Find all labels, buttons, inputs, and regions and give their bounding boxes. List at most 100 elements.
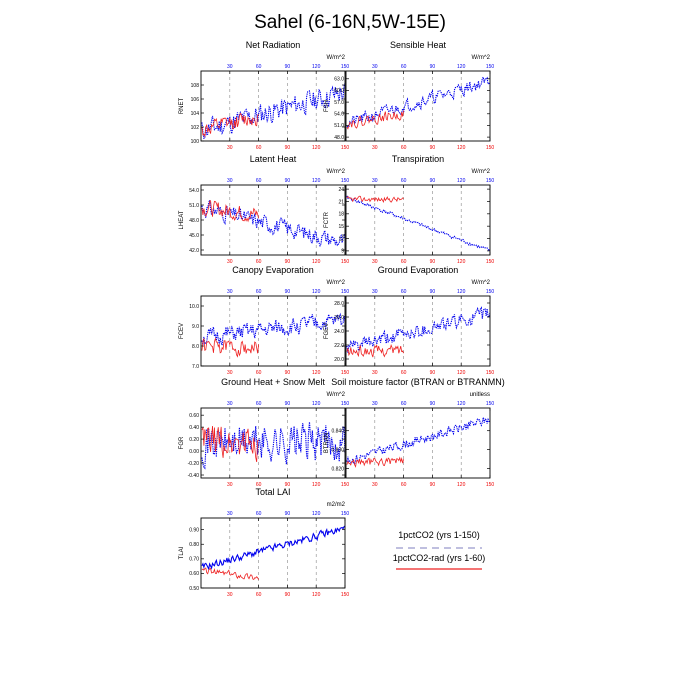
- x-tick-label-top: 30: [227, 511, 233, 517]
- x-tick-label-bottom: 60: [401, 145, 407, 151]
- y-tick-label: 12: [338, 236, 344, 242]
- red-series-line: [346, 343, 404, 358]
- x-tick-label-top: 60: [256, 511, 262, 517]
- y-tick-label: 51.0: [189, 203, 199, 209]
- y-tick-label: 7.0: [192, 364, 199, 370]
- x-tick-label-top: 30: [227, 401, 233, 407]
- x-tick-label-top: 90: [285, 289, 291, 295]
- blue-series-line: [346, 75, 490, 128]
- x-tick-label-bottom: 150: [341, 370, 350, 376]
- x-tick-label-top: 60: [401, 178, 407, 184]
- y-axis-label: RNET: [179, 98, 185, 115]
- y-tick-label: 0.40: [189, 425, 199, 431]
- x-tick-label-bottom: 90: [285, 592, 291, 598]
- x-tick-label-top: 150: [486, 64, 495, 70]
- x-tick-label-top: 120: [312, 64, 321, 70]
- blue-series-line: [346, 417, 490, 465]
- x-tick-label-top: 120: [457, 289, 466, 295]
- panel-btran: Soil moisture factor (BTRAN or BTRANMN) u…: [324, 377, 505, 488]
- x-tick-label-top: 150: [341, 64, 350, 70]
- y-axis-label: FCEV: [179, 323, 185, 339]
- plot-frame: [200, 407, 346, 479]
- x-tick-label-bottom: 120: [312, 145, 321, 151]
- plot-frame: [200, 295, 346, 367]
- x-tick-label-top: 120: [312, 289, 321, 295]
- x-tick-label-bottom: 30: [227, 145, 233, 151]
- x-tick-label-bottom: 150: [486, 145, 495, 151]
- panel-title: Net Radiation: [246, 40, 301, 50]
- x-tick-label-top: 150: [486, 401, 495, 407]
- red-series-line: [201, 112, 259, 138]
- x-tick-label-bottom: 60: [401, 482, 407, 488]
- y-tick-label: 22.0: [334, 343, 344, 349]
- x-tick-label-bottom: 150: [341, 482, 350, 488]
- x-tick-label-bottom: 60: [256, 145, 262, 151]
- y-tick-label: 108: [191, 83, 200, 89]
- y-tick-label: 57.0: [334, 100, 344, 106]
- x-tick-label-top: 60: [401, 289, 407, 295]
- panel-units: m2/m2: [327, 502, 346, 508]
- x-tick-label-top: 90: [430, 401, 436, 407]
- y-axis-label: FGR: [179, 436, 185, 449]
- x-tick-label-top: 120: [457, 178, 466, 184]
- red-series-line: [346, 456, 404, 468]
- y-tick-label: 60.0: [334, 88, 344, 94]
- y-tick-label: 8.0: [192, 344, 199, 350]
- panel-fcev: Canopy Evaporation W/m^2 30 60 90 120 150 30 60 9…: [179, 265, 349, 376]
- x-tick-label-bottom: 90: [285, 370, 291, 376]
- y-tick-label: -0.20: [188, 461, 200, 467]
- panel-units: W/m^2: [472, 55, 491, 61]
- x-tick-label-top: 90: [285, 401, 291, 407]
- y-tick-label: 10.0: [189, 304, 199, 310]
- red-series-line: [201, 337, 259, 358]
- x-tick-label-bottom: 150: [486, 370, 495, 376]
- y-tick-label: 26.0: [334, 315, 344, 321]
- y-tick-label: -0.40: [188, 473, 200, 479]
- panel-units: W/m^2: [327, 169, 346, 175]
- y-axis-label: FGEV: [324, 323, 330, 339]
- x-tick-label-top: 60: [401, 401, 407, 407]
- panel-lheat: Latent Heat W/m^2 30 60 90 120 150 30 60 90 120 150…: [179, 154, 349, 265]
- y-tick-label: 0.60: [189, 571, 199, 577]
- x-tick-label-top: 90: [285, 64, 291, 70]
- x-tick-label-bottom: 90: [285, 259, 291, 265]
- y-tick-label: 0.830: [331, 447, 344, 453]
- panel-title: Transpiration: [392, 154, 444, 164]
- y-tick-label: 54.0: [334, 112, 344, 118]
- x-tick-label-bottom: 60: [401, 259, 407, 265]
- x-tick-label-top: 120: [457, 401, 466, 407]
- y-tick-label: 42.0: [189, 248, 199, 254]
- y-tick-label: 48.0: [334, 135, 344, 141]
- x-tick-label-bottom: 60: [256, 259, 262, 265]
- panel-units: W/m^2: [472, 169, 491, 175]
- x-tick-label-top: 90: [430, 289, 436, 295]
- x-tick-label-bottom: 30: [372, 370, 378, 376]
- x-tick-label-top: 90: [285, 178, 291, 184]
- y-tick-label: 18: [338, 212, 344, 218]
- plot-frame: [345, 184, 491, 256]
- x-tick-label-bottom: 30: [227, 482, 233, 488]
- x-tick-label-bottom: 60: [256, 370, 262, 376]
- panel-units: W/m^2: [327, 280, 346, 286]
- x-tick-label-bottom: 30: [227, 370, 233, 376]
- y-tick-label: 0.60: [189, 413, 199, 419]
- x-tick-label-bottom: 150: [341, 592, 350, 598]
- y-tick-label: 102: [191, 125, 200, 131]
- panel-title: Canopy Evaporation: [232, 265, 314, 275]
- x-tick-label-top: 30: [372, 401, 378, 407]
- x-tick-label-bottom: 120: [457, 259, 466, 265]
- y-tick-label: 0.90: [189, 527, 199, 533]
- y-tick-label: 51.0: [334, 123, 344, 129]
- panel-title: Sensible Heat: [390, 40, 447, 50]
- blue-series-line: [346, 306, 490, 353]
- x-tick-label-bottom: 60: [401, 370, 407, 376]
- x-tick-label-top: 60: [256, 64, 262, 70]
- red-series-line: [346, 195, 404, 204]
- x-tick-label-top: 120: [312, 401, 321, 407]
- y-tick-label: 9: [341, 249, 344, 255]
- y-tick-label: 100: [191, 139, 200, 145]
- y-axis-label: FSH: [324, 100, 330, 112]
- panel-title: Total LAI: [255, 487, 290, 497]
- panel-fctr: Transpiration W/m^2 30 60 90 120 150 30 60 90 120 1…: [324, 154, 494, 265]
- y-tick-label: 104: [191, 111, 200, 117]
